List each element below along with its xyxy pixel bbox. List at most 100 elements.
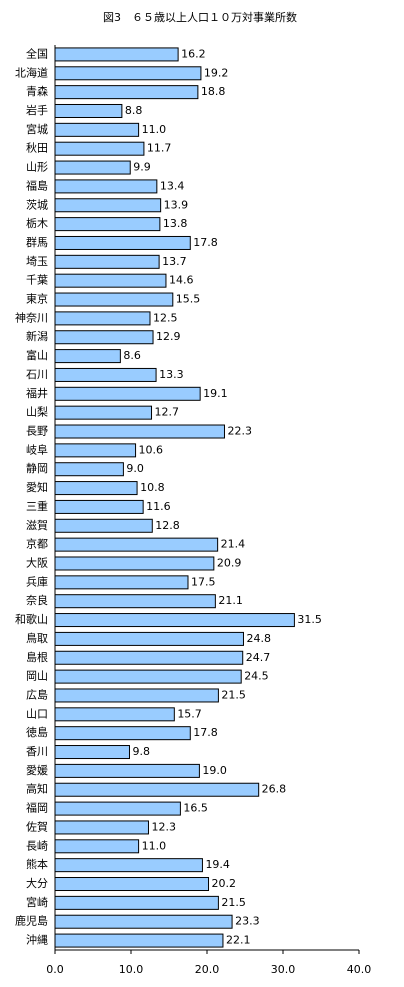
y-tick-label: 埼玉	[26, 254, 48, 268]
bar	[54, 631, 244, 646]
y-tick-label: 大阪	[26, 555, 48, 569]
y-tick-label: 広島	[26, 687, 48, 701]
bar	[54, 782, 260, 797]
y-tick-label: 群馬	[26, 235, 48, 249]
bar	[54, 556, 215, 571]
value-label: 8.8	[125, 104, 143, 117]
y-tick-label: 福岡	[26, 801, 48, 815]
value-label: 21.5	[221, 896, 246, 909]
y-tick-label: 長崎	[26, 838, 48, 852]
value-label: 11.7	[147, 142, 172, 155]
bar	[54, 726, 191, 741]
y-tick-label: 山形	[26, 161, 48, 174]
value-label: 22.1	[226, 934, 251, 947]
x-tick-label: 20.0	[195, 963, 220, 976]
value-label: 11.6	[146, 500, 171, 513]
value-label: 8.6	[123, 349, 141, 362]
bar	[54, 217, 161, 232]
value-label: 11.0	[142, 123, 167, 136]
value-label: 13.9	[164, 198, 189, 211]
value-label: 13.8	[163, 217, 188, 230]
y-tick-label: 栃木	[26, 216, 48, 230]
y-tick-label: 愛知	[26, 480, 48, 494]
bar	[54, 311, 151, 326]
y-tick-label: 神奈川	[15, 310, 48, 324]
value-label: 16.2	[181, 47, 206, 60]
value-label: 13.4	[160, 179, 185, 192]
value-label: 26.8	[262, 783, 287, 796]
value-label: 9.9	[133, 161, 151, 174]
value-label: 14.6	[169, 274, 194, 287]
bar	[54, 141, 145, 156]
bar	[54, 367, 157, 382]
value-label: 18.8	[201, 85, 226, 98]
bar	[54, 575, 189, 590]
bar	[54, 914, 233, 929]
value-label: 15.7	[177, 707, 202, 720]
y-tick-label: 高知	[26, 782, 48, 796]
y-tick-label: 新潟	[26, 329, 48, 343]
bar	[54, 763, 200, 778]
bar	[54, 499, 144, 514]
bar	[54, 405, 153, 420]
y-tick-label: 熊本	[26, 857, 48, 871]
y-tick-label: 秋田	[26, 141, 48, 155]
value-label: 12.5	[153, 311, 178, 324]
y-tick-label: 宮城	[26, 122, 48, 136]
y-tick-label: 徳島	[26, 725, 48, 739]
bar	[54, 481, 138, 496]
bar	[54, 839, 140, 854]
bar	[54, 198, 162, 213]
bar	[54, 518, 153, 533]
y-tick-label: 佐賀	[26, 819, 48, 833]
bar	[54, 292, 174, 307]
chart-title: 図3 ６５歳以上人口１０万対事業所数	[103, 10, 297, 24]
value-label: 24.7	[246, 651, 271, 664]
bar	[54, 877, 210, 892]
bar	[54, 669, 242, 684]
bar	[54, 330, 154, 345]
y-tick-label: 京都	[26, 537, 48, 551]
value-label: 19.4	[205, 858, 230, 871]
value-label: 10.6	[139, 443, 164, 456]
bar	[54, 594, 216, 609]
y-tick-label: 島根	[26, 650, 48, 664]
x-tick-label: 40.0	[347, 963, 372, 976]
value-label: 13.7	[162, 255, 187, 268]
bar	[54, 613, 295, 628]
y-tick-label: 山口	[26, 707, 48, 720]
y-tick-label: 鹿児島	[15, 914, 48, 928]
value-label: 12.9	[156, 330, 181, 343]
bar	[54, 179, 158, 194]
bar	[54, 122, 140, 137]
bar	[54, 443, 137, 458]
bar	[54, 707, 175, 722]
value-label: 17.5	[191, 575, 216, 588]
y-tick-label: 沖縄	[26, 933, 48, 947]
bar	[54, 386, 201, 401]
y-tick-label: 長野	[26, 425, 48, 438]
bar	[54, 537, 219, 552]
value-label: 21.1	[218, 594, 243, 607]
y-tick-label: 和歌山	[15, 612, 48, 626]
value-label: 19.2	[204, 66, 229, 79]
value-label: 12.8	[155, 519, 180, 532]
value-label: 22.3	[227, 425, 252, 438]
x-tick-label: 10.0	[119, 963, 144, 976]
y-tick-label: 岡山	[26, 670, 48, 683]
value-label: 20.2	[212, 877, 237, 890]
value-label: 17.8	[193, 726, 218, 739]
bar	[54, 160, 131, 175]
y-tick-label: 青森	[26, 84, 48, 98]
value-label: 19.1	[203, 387, 228, 400]
y-tick-label: 富山	[26, 348, 48, 362]
y-tick-label: 宮崎	[26, 895, 48, 909]
bar	[54, 462, 124, 477]
y-tick-label: 滋賀	[26, 519, 48, 532]
y-tick-label: 岐阜	[26, 443, 48, 456]
bar	[54, 273, 167, 288]
bar	[54, 85, 199, 100]
bar	[54, 47, 179, 62]
value-label: 17.8	[193, 236, 218, 249]
